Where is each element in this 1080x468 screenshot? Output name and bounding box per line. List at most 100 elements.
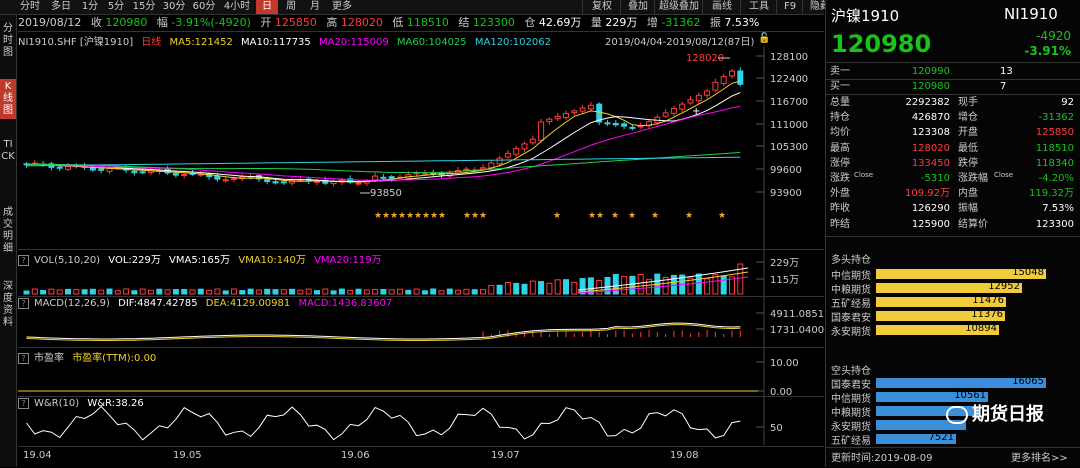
volume-bar — [131, 290, 138, 295]
candle-body — [604, 122, 611, 125]
period-tab[interactable]: 月 — [310, 1, 320, 12]
kline-chart[interactable]: 128100 122400 116700 111000 105300 99600 93900… — [18, 46, 824, 250]
position-bar: 12952 — [876, 281, 1022, 293]
volume-bar — [206, 289, 213, 295]
signal-star: ★ — [479, 211, 487, 221]
position-value: 11376 — [971, 309, 1003, 320]
stat-value: 125900 — [911, 218, 950, 230]
stat-row: 持仓 426870 增仓 -31362 — [830, 111, 1076, 124]
ma5-label: MA5:121452 — [169, 37, 233, 48]
y-axis-label: 4911.0851 — [770, 309, 824, 320]
candle-body — [679, 103, 686, 110]
period-tab[interactable]: 日 — [256, 0, 278, 14]
date-range-label[interactable]: 2019/04/04-2019/08/12(87日) — [605, 37, 755, 48]
wr-chart[interactable]: 50 — [18, 397, 824, 445]
vma-line — [577, 271, 749, 293]
volume-bar — [330, 290, 337, 295]
toolbar-button[interactable]: 超级叠加 — [654, 0, 703, 14]
period-tab[interactable]: 30分 — [162, 1, 186, 12]
candle-body — [388, 176, 395, 179]
candle-body — [563, 113, 569, 119]
position-bar: 15048 — [876, 267, 1046, 279]
broker-name: 永安期货 — [831, 422, 871, 433]
period-tab[interactable]: 分时 — [20, 1, 40, 12]
candle-body — [372, 175, 379, 181]
low-label: 低 — [392, 16, 404, 29]
change-value: -3.91%(-4920) — [171, 16, 251, 29]
ask-price: 120990 — [911, 66, 950, 77]
volume-bar — [363, 289, 370, 295]
x-axis-label: 19.08 — [670, 450, 699, 461]
help-icon[interactable]: ? — [18, 298, 29, 309]
help-icon[interactable]: ? — [18, 353, 29, 364]
wr-line — [26, 405, 741, 441]
candle-body — [662, 112, 669, 117]
candle-body — [670, 107, 677, 114]
volume-bar — [563, 279, 569, 295]
toolbar-button[interactable]: 叠加 — [620, 0, 655, 14]
pe-value-label: 市盈率(TTM):0.00 — [72, 353, 157, 364]
x-axis-label: 19.07 — [491, 450, 520, 461]
position-value: 15048 — [1012, 267, 1044, 278]
ma10-label: MA10:117735 — [241, 37, 311, 48]
more-ranking-link[interactable]: 更多排名>> — [1011, 453, 1068, 464]
period-tab[interactable]: 15分 — [132, 1, 156, 12]
toolbar-button[interactable]: 画线 — [702, 0, 741, 14]
position-bar: 10561 — [876, 390, 988, 402]
toolbar-button[interactable]: F9 — [776, 0, 803, 14]
signal-star: ★ — [414, 211, 422, 221]
period-tab[interactable]: 1分 — [81, 1, 99, 12]
period-tab[interactable]: 周 — [286, 1, 296, 12]
stat-value: 118340 — [1035, 157, 1074, 169]
candle-body — [529, 138, 536, 144]
stat-label: 振幅 — [958, 203, 978, 215]
stat-row: 昨结 125900 结算价 123300 — [830, 218, 1076, 231]
toolbar-button[interactable]: 工具 — [740, 0, 777, 14]
toolbar-button[interactable]: 复权 — [582, 0, 621, 14]
broker-name: 中信期货 — [831, 394, 871, 405]
divider — [826, 79, 1080, 80]
candle-body — [181, 173, 188, 176]
price-change-pct: -3.91% — [1024, 44, 1071, 58]
period-tab[interactable]: 60分 — [192, 1, 216, 12]
volume-bar — [446, 288, 453, 295]
toolbar-button[interactable]: 隐藏 — [802, 0, 837, 14]
volume-bar — [89, 288, 96, 295]
period-tab[interactable]: 更多 — [332, 1, 352, 12]
y-axis-label: 229万 — [770, 258, 799, 269]
help-icon[interactable]: ? — [18, 255, 29, 266]
candle-body — [538, 121, 545, 141]
candle-body — [513, 148, 520, 155]
period-tab[interactable]: 多日 — [51, 1, 71, 12]
lock-icon[interactable]: 🔓 — [758, 33, 771, 44]
candle-body — [214, 175, 221, 180]
y-axis-label: 128100 — [770, 52, 808, 63]
macd-chart[interactable]: 4911.0851 1731.0400 — [18, 297, 824, 347]
ma60-label: MA60:104025 — [396, 37, 467, 48]
volume-bar — [164, 289, 171, 295]
help-icon[interactable]: ? — [18, 398, 29, 409]
view-nav-item[interactable]: 成交明细 — [3, 207, 13, 254]
view-nav-item[interactable]: TICK — [1, 139, 15, 162]
stat-value: -31362 — [1038, 112, 1074, 124]
volume-bar — [496, 284, 503, 295]
candle-body — [380, 176, 387, 179]
pe-chart[interactable]: 10.00 0.00 — [18, 348, 824, 396]
view-nav-item[interactable]: 分时图 — [3, 23, 13, 58]
volume-bar — [712, 274, 719, 295]
broker-name: 永安期货 — [831, 327, 871, 338]
volume-chart[interactable]: 229万 115万 — [18, 250, 824, 296]
candle-body — [712, 81, 719, 91]
candle-body — [695, 94, 702, 102]
volume-bar — [488, 284, 495, 295]
vma-line — [577, 267, 749, 291]
stat-row: 外盘 109.92万 内盘 119.32万 — [830, 187, 1076, 200]
stat-label: 昨结 — [830, 218, 850, 230]
period-tab[interactable]: 4小时 — [223, 1, 251, 12]
view-nav-item[interactable]: K线图 — [0, 79, 16, 119]
period-tab[interactable]: 5分 — [107, 1, 125, 12]
volume-bar — [372, 288, 379, 295]
stat-value: 7.53% — [1042, 203, 1074, 215]
view-nav-item[interactable]: 深度资料 — [3, 281, 13, 328]
volume-bar — [73, 289, 80, 295]
